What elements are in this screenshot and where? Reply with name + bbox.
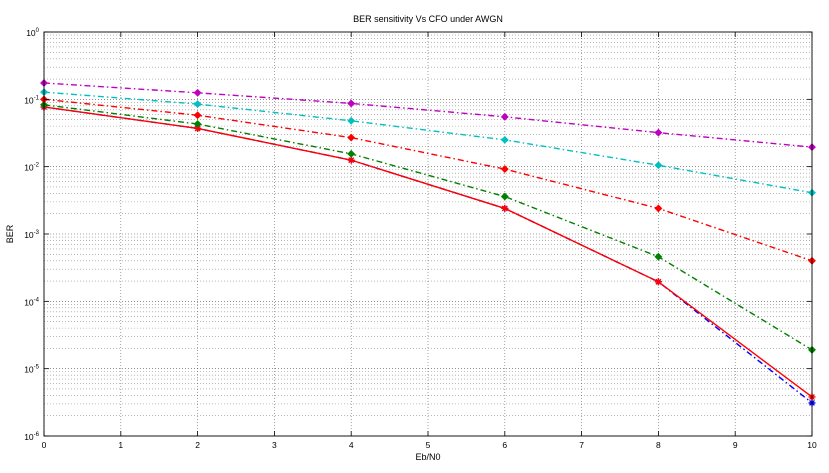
series-layer <box>40 79 816 407</box>
y-tick-label: 10-3 <box>24 230 39 240</box>
x-tick-label: 2 <box>195 440 200 450</box>
data-point <box>347 133 356 142</box>
data-point <box>193 88 202 97</box>
x-tick-label: 8 <box>656 440 661 450</box>
data-point <box>654 128 663 137</box>
data-point <box>193 120 202 128</box>
x-tick-label: 4 <box>349 440 354 450</box>
x-axis-label: Eb/N0 <box>415 452 440 462</box>
x-tick-label: 1 <box>118 440 123 450</box>
y-axis-label: BER <box>5 224 15 243</box>
data-point <box>194 124 202 132</box>
x-tick-label: 3 <box>272 440 277 450</box>
data-point <box>193 111 202 120</box>
data-point <box>654 278 662 286</box>
series-line <box>43 104 813 351</box>
data-point <box>500 135 509 144</box>
data-point <box>347 156 355 164</box>
y-tick-labels: 100 10-1 10-2 10-3 10-4 10-5 10-6 <box>24 28 39 442</box>
y-tick-label: 10-1 <box>24 95 39 105</box>
x-tick-label: 9 <box>733 440 738 450</box>
data-point <box>347 149 356 158</box>
x-tick-label: 5 <box>426 440 431 450</box>
data-point <box>500 112 509 121</box>
series-5 <box>40 88 816 197</box>
series-line <box>43 106 813 398</box>
x-tick-label: 0 <box>42 440 47 450</box>
data-point <box>654 204 663 213</box>
series-3 <box>40 100 816 354</box>
y-tick-label: 10-2 <box>24 163 39 173</box>
y-tick-label: 10-4 <box>24 297 39 307</box>
data-point <box>193 100 202 109</box>
y-tick-label: 10-5 <box>24 365 39 375</box>
data-point <box>501 204 509 212</box>
data-point <box>347 99 356 108</box>
x-tick-labels: 0 1 2 3 4 5 6 7 8 9 10 <box>42 440 817 450</box>
y-tick-label: 100 <box>26 28 39 38</box>
axes <box>43 31 813 437</box>
series-line <box>43 98 813 262</box>
y-tick-label: 10-6 <box>24 432 39 442</box>
data-point <box>500 165 509 174</box>
data-point <box>347 116 356 125</box>
chart-title: BER sensitivity Vs CFO under AWGN <box>353 14 503 24</box>
series-6 <box>40 79 816 152</box>
x-tick-label: 6 <box>502 440 507 450</box>
data-point <box>500 192 509 201</box>
data-point <box>654 161 663 170</box>
x-tick-label: 7 <box>579 440 584 450</box>
x-tick-label: 10 <box>807 440 817 450</box>
data-point <box>654 252 663 261</box>
series-4 <box>40 95 816 265</box>
